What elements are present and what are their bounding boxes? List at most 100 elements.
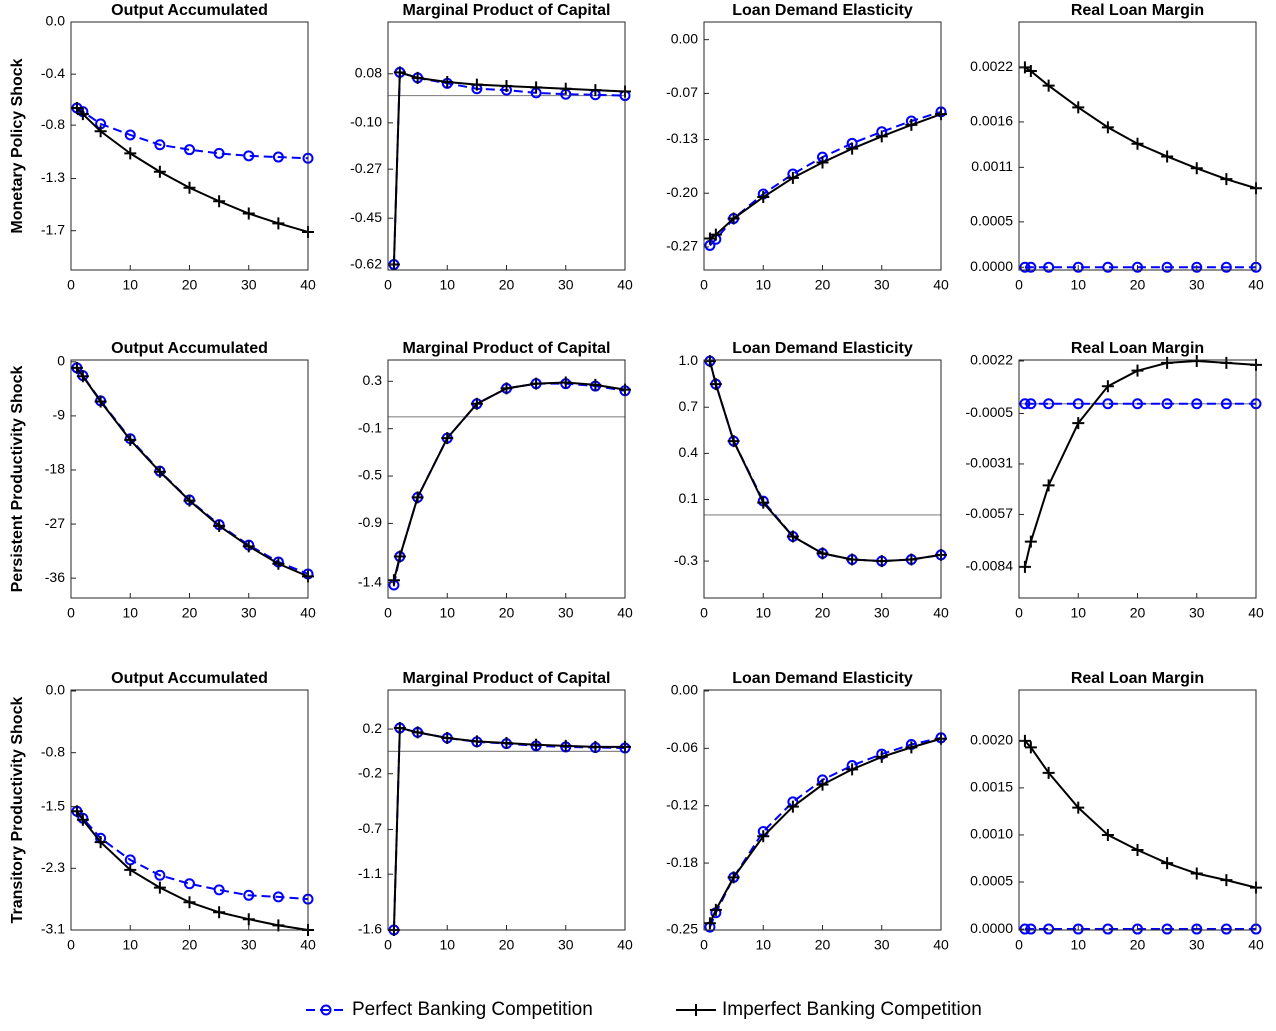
marker bbox=[530, 377, 543, 390]
marker bbox=[786, 171, 799, 184]
marker bbox=[1161, 261, 1173, 273]
x-tick-label: 20 bbox=[499, 605, 515, 621]
marker bbox=[1042, 766, 1055, 779]
marker bbox=[411, 71, 424, 84]
marker bbox=[1161, 857, 1174, 870]
marker bbox=[70, 361, 83, 374]
x-tick-label: 40 bbox=[1248, 605, 1264, 621]
subplot-title: Marginal Product of Capital bbox=[402, 670, 610, 687]
y-tick-label: 0.08 bbox=[355, 64, 382, 80]
subplot-title: Loan Demand Elasticity bbox=[732, 340, 913, 357]
marker bbox=[1072, 101, 1085, 114]
marker bbox=[1101, 121, 1114, 134]
marker bbox=[184, 878, 195, 890]
marker bbox=[1132, 398, 1143, 410]
axes-box bbox=[1018, 689, 1257, 931]
marker bbox=[1072, 417, 1085, 430]
y-tick-label: 0.4 bbox=[679, 444, 699, 460]
marker bbox=[1072, 398, 1084, 410]
y-tick-label: -1.5 bbox=[41, 797, 65, 813]
marker bbox=[1101, 380, 1114, 393]
x-tick-label: 40 bbox=[933, 277, 949, 293]
marker bbox=[1072, 261, 1084, 273]
subplot-title: Real Loan Margin bbox=[1071, 340, 1204, 357]
series-line bbox=[392, 726, 626, 931]
y-tick-label: 0.0015 bbox=[970, 779, 1013, 795]
marker bbox=[1191, 398, 1203, 410]
marker bbox=[757, 496, 770, 509]
subplot-title: Marginal Product of Capital bbox=[402, 2, 610, 19]
x-tick-label: 40 bbox=[300, 605, 316, 621]
marker bbox=[846, 553, 859, 566]
marker bbox=[1220, 173, 1233, 186]
series-line bbox=[76, 810, 309, 931]
y-tick-label: 0.0 bbox=[46, 13, 66, 29]
marker bbox=[816, 778, 829, 791]
marker bbox=[387, 574, 400, 587]
y-tick-label: -0.2 bbox=[358, 764, 382, 780]
y-tick-label: -1.7 bbox=[41, 221, 65, 237]
marker bbox=[243, 150, 255, 162]
axes-box bbox=[70, 689, 309, 931]
y-tick-label: 0 bbox=[57, 353, 65, 369]
y-tick-label: -0.20 bbox=[666, 184, 698, 200]
marker bbox=[500, 737, 513, 750]
marker bbox=[1025, 261, 1037, 273]
marker bbox=[1072, 801, 1085, 814]
subplot-title: Real Loan Margin bbox=[1071, 2, 1204, 19]
y-tick-label: -0.18 bbox=[666, 854, 698, 870]
marker bbox=[1131, 137, 1144, 150]
marker bbox=[393, 721, 406, 734]
y-tick-label: -0.9 bbox=[358, 514, 382, 530]
y-tick-label: -0.8 bbox=[41, 743, 65, 759]
marker bbox=[153, 465, 166, 478]
x-tick-label: 0 bbox=[1015, 277, 1023, 293]
x-tick-label: 20 bbox=[182, 605, 198, 621]
marker bbox=[1043, 923, 1055, 935]
marker bbox=[500, 80, 513, 93]
marker bbox=[213, 519, 226, 532]
series-line bbox=[708, 360, 942, 563]
marker bbox=[76, 370, 89, 383]
y-tick-label: 1.0 bbox=[679, 352, 699, 368]
y-tick-label: -0.45 bbox=[350, 209, 382, 225]
series-line bbox=[76, 367, 309, 578]
marker bbox=[1161, 356, 1174, 369]
marker bbox=[1190, 354, 1203, 367]
marker bbox=[1161, 150, 1174, 163]
x-tick-label: 40 bbox=[617, 277, 633, 293]
marker bbox=[153, 881, 166, 894]
marker bbox=[1101, 828, 1114, 841]
y-tick-label: -18 bbox=[45, 461, 65, 477]
marker bbox=[70, 101, 83, 114]
marker bbox=[1043, 261, 1055, 273]
subplot-title: Output Accumulated bbox=[111, 2, 268, 19]
marker bbox=[905, 741, 918, 754]
marker bbox=[1161, 398, 1173, 410]
y-tick-label: -1.4 bbox=[358, 573, 382, 589]
y-tick-label: 0.00 bbox=[671, 682, 698, 698]
marker bbox=[441, 75, 454, 88]
series-line bbox=[709, 113, 942, 240]
y-tick-label: -0.0084 bbox=[966, 558, 1014, 574]
marker bbox=[846, 763, 859, 776]
marker bbox=[272, 151, 284, 163]
marker bbox=[727, 212, 740, 225]
y-tick-label: 0.0000 bbox=[970, 920, 1013, 936]
x-tick-label: 20 bbox=[499, 277, 515, 293]
x-tick-label: 20 bbox=[1130, 277, 1146, 293]
y-tick-label: 0.00 bbox=[671, 30, 698, 46]
marker bbox=[272, 217, 285, 230]
y-tick-label: -1.3 bbox=[41, 169, 65, 185]
legend-marker bbox=[320, 1004, 332, 1016]
marker bbox=[184, 144, 195, 156]
marker bbox=[183, 181, 196, 194]
axes-box bbox=[387, 21, 626, 271]
marker bbox=[589, 84, 602, 97]
axes-box bbox=[703, 689, 942, 931]
marker bbox=[1220, 398, 1232, 410]
marker bbox=[875, 555, 888, 568]
series-line bbox=[709, 736, 942, 928]
marker bbox=[76, 108, 89, 121]
marker bbox=[1131, 364, 1144, 377]
